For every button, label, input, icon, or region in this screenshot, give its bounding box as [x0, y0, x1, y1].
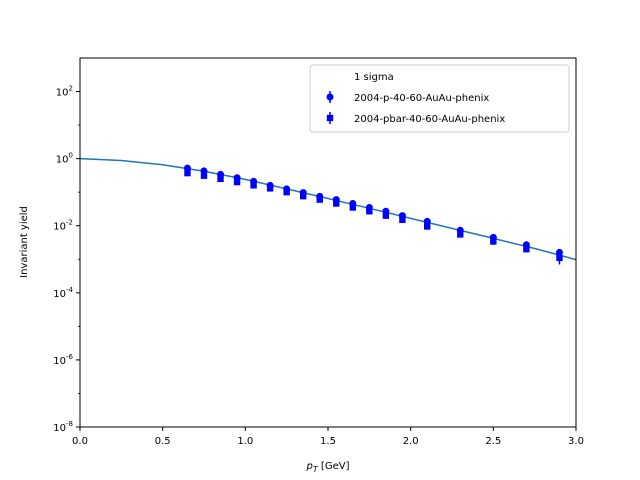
- legend-label: 2004-p-40-60-AuAu-phenix: [354, 93, 489, 104]
- y-tick-label: 10-2: [53, 219, 73, 233]
- data-point-square: [556, 254, 563, 262]
- y-tick-label: 10-8: [53, 420, 73, 434]
- data-point-square: [382, 212, 390, 219]
- data-point-square: [300, 192, 307, 200]
- fit-curve: [79, 157, 577, 261]
- x-axis: 0.0 0.5 1.0 1.5 2.0 2.5 3.0: [72, 427, 584, 447]
- data-point-square: [366, 208, 373, 215]
- data-point-square: [233, 178, 241, 186]
- x-tick-label: 0.0: [72, 436, 88, 447]
- legend-marker-circle: [326, 93, 334, 101]
- data-point-square: [333, 200, 340, 207]
- x-axis-label: pT [GeV]: [306, 461, 350, 474]
- x-tick-label: 3.0: [568, 436, 584, 447]
- x-tick-label: 2.5: [485, 436, 501, 447]
- y-axis: 10-8 10-6 10-4 10-2 100 102: [53, 85, 80, 434]
- data-points-layer: [183, 164, 563, 265]
- data-point-square: [316, 196, 323, 203]
- data-point-square: [490, 238, 497, 245]
- y-tick-label: 10-6: [53, 353, 73, 367]
- data-point-square: [266, 185, 274, 192]
- data-point-square: [457, 231, 464, 238]
- data-point-square: [283, 188, 290, 196]
- y-tick-label: 102: [56, 85, 73, 99]
- legend-title: 1 sigma: [354, 72, 394, 83]
- data-point-square: [184, 169, 191, 177]
- x-tick-label: 2.0: [403, 436, 419, 447]
- legend-label: 2004-pbar-40-60-AuAu-phenix: [354, 114, 505, 125]
- x-tick-label: 1.5: [320, 436, 336, 447]
- data-point-square: [349, 204, 356, 211]
- data-point-square: [399, 216, 406, 224]
- legend-marker-square: [326, 114, 334, 122]
- y-axis-label: Invariant yield: [19, 206, 30, 278]
- y-tick-label: 100: [56, 152, 73, 166]
- x-tick-label: 1.0: [237, 436, 253, 447]
- data-point-square: [217, 175, 224, 183]
- legend: 1 sigma 2004-p-40-60-AuAu-phenix 2004-pbar…: [309, 64, 570, 133]
- data-point-square: [200, 172, 208, 179]
- y-tick-label: 10-4: [53, 286, 73, 300]
- data-point-square: [424, 223, 431, 230]
- data-point-square: [250, 182, 257, 189]
- fit-curve-layer: [79, 157, 577, 261]
- data-point-circle: [183, 164, 191, 172]
- x-tick-label: 0.5: [155, 436, 171, 447]
- data-point-circle: [423, 217, 431, 225]
- legend-box: [309, 64, 570, 133]
- data-point-circle: [555, 248, 563, 256]
- data-point-square: [523, 245, 530, 253]
